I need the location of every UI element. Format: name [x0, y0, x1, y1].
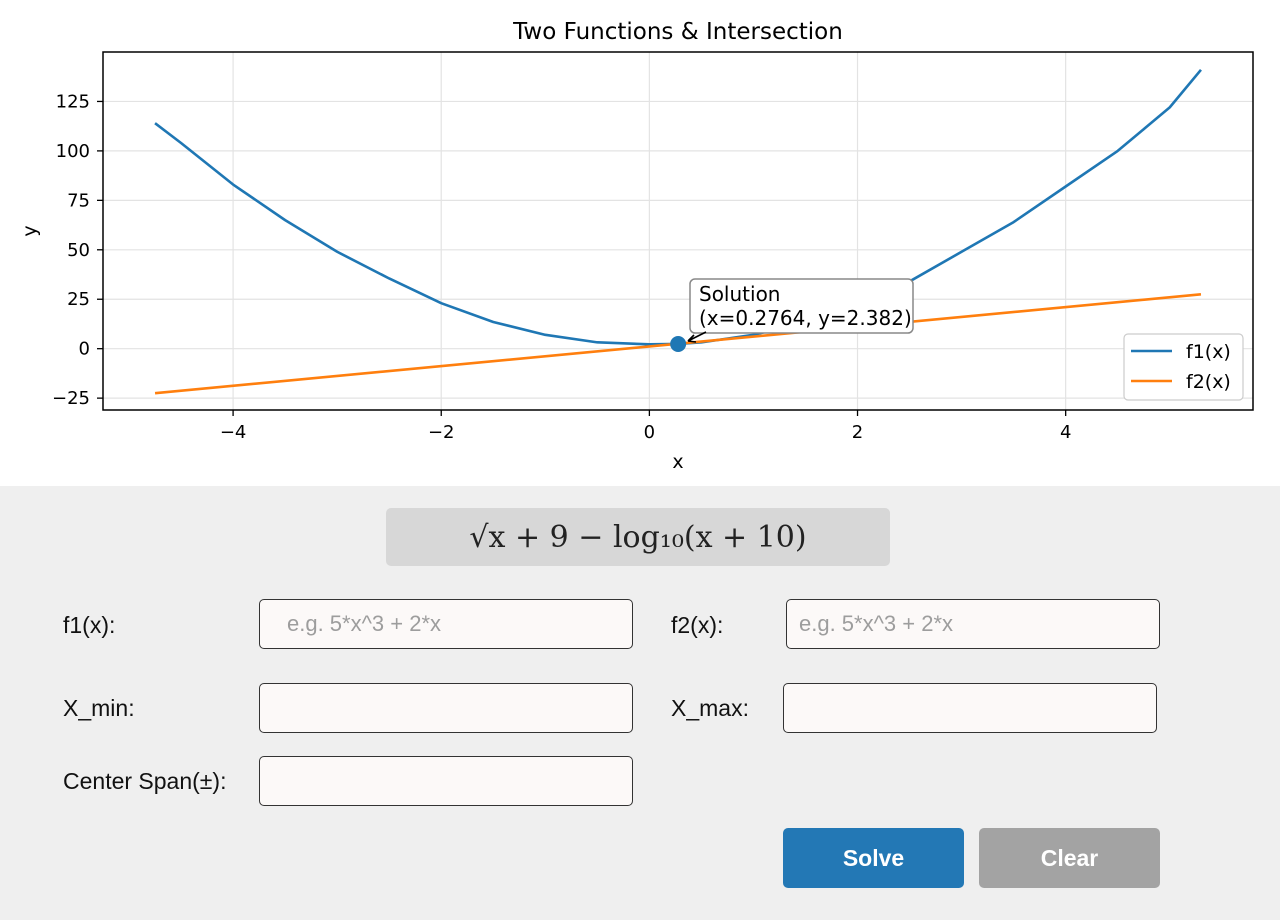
chart-title: Two Functions & Intersection: [512, 19, 843, 45]
clear-button[interactable]: Clear: [979, 828, 1160, 888]
legend: f1(x) f2(x): [1123, 333, 1244, 401]
y-tick-label: 0: [79, 339, 90, 360]
solve-button[interactable]: Solve: [783, 828, 964, 888]
grid-lines: [103, 52, 1253, 410]
plot-frame: [102, 51, 1254, 411]
y-tick-label: −25: [52, 388, 90, 409]
x-tick-label: 2: [852, 422, 863, 443]
formula-display: √x + 9 − log₁₀(x + 10): [386, 508, 890, 566]
chart: Two Functions & Intersection −4 −2 0 2 4 −25 0…: [19, 19, 1254, 473]
axis-ticks: −4 −2 0 2 4 −25 0 25 50 75 100 125: [52, 91, 1071, 443]
xmin-input[interactable]: [259, 683, 633, 733]
xmax-label: X_max:: [671, 695, 749, 721]
legend-label-f2: f2(x): [1186, 371, 1231, 393]
y-tick-label: 50: [67, 240, 90, 261]
y-tick-label: 125: [56, 91, 90, 112]
f1-label: f1(x):: [63, 612, 116, 638]
plot-area: Two Functions & Intersection −4 −2 0 2 4 −25 0…: [0, 0, 1280, 486]
x-tick-label: −4: [220, 422, 247, 443]
annotation-line1: Solution: [699, 282, 780, 306]
y-axis-label: y: [19, 225, 41, 236]
center-span-input[interactable]: [259, 756, 633, 806]
xmin-label: X_min:: [63, 695, 135, 721]
solution-annotation: Solution (x=0.2764, y=2.382): [687, 278, 914, 343]
f2-input[interactable]: [786, 599, 1160, 649]
center-span-label: Center Span(±):: [63, 768, 227, 794]
xmax-input[interactable]: [783, 683, 1157, 733]
y-tick-label: 25: [67, 289, 90, 310]
y-tick-label: 100: [56, 141, 90, 162]
annotation-line2: (x=0.2764, y=2.382): [699, 306, 912, 330]
y-tick-label: 75: [67, 190, 90, 211]
annotation-box: [689, 278, 914, 334]
series-layer: [154, 68, 1202, 395]
series-line-f1x: [154, 68, 1202, 346]
x-tick-label: −2: [428, 422, 455, 443]
x-tick-label: 4: [1060, 422, 1071, 443]
solution-point: [670, 335, 687, 352]
formula-text: √x + 9 − log₁₀(x + 10): [469, 519, 807, 555]
f1-input[interactable]: [259, 599, 633, 649]
x-tick-label: 0: [644, 422, 655, 443]
x-axis-label: x: [672, 451, 683, 473]
annotation-arrow: [687, 331, 707, 343]
f2-label: f2(x):: [671, 612, 724, 638]
legend-label-f1: f1(x): [1186, 341, 1231, 363]
